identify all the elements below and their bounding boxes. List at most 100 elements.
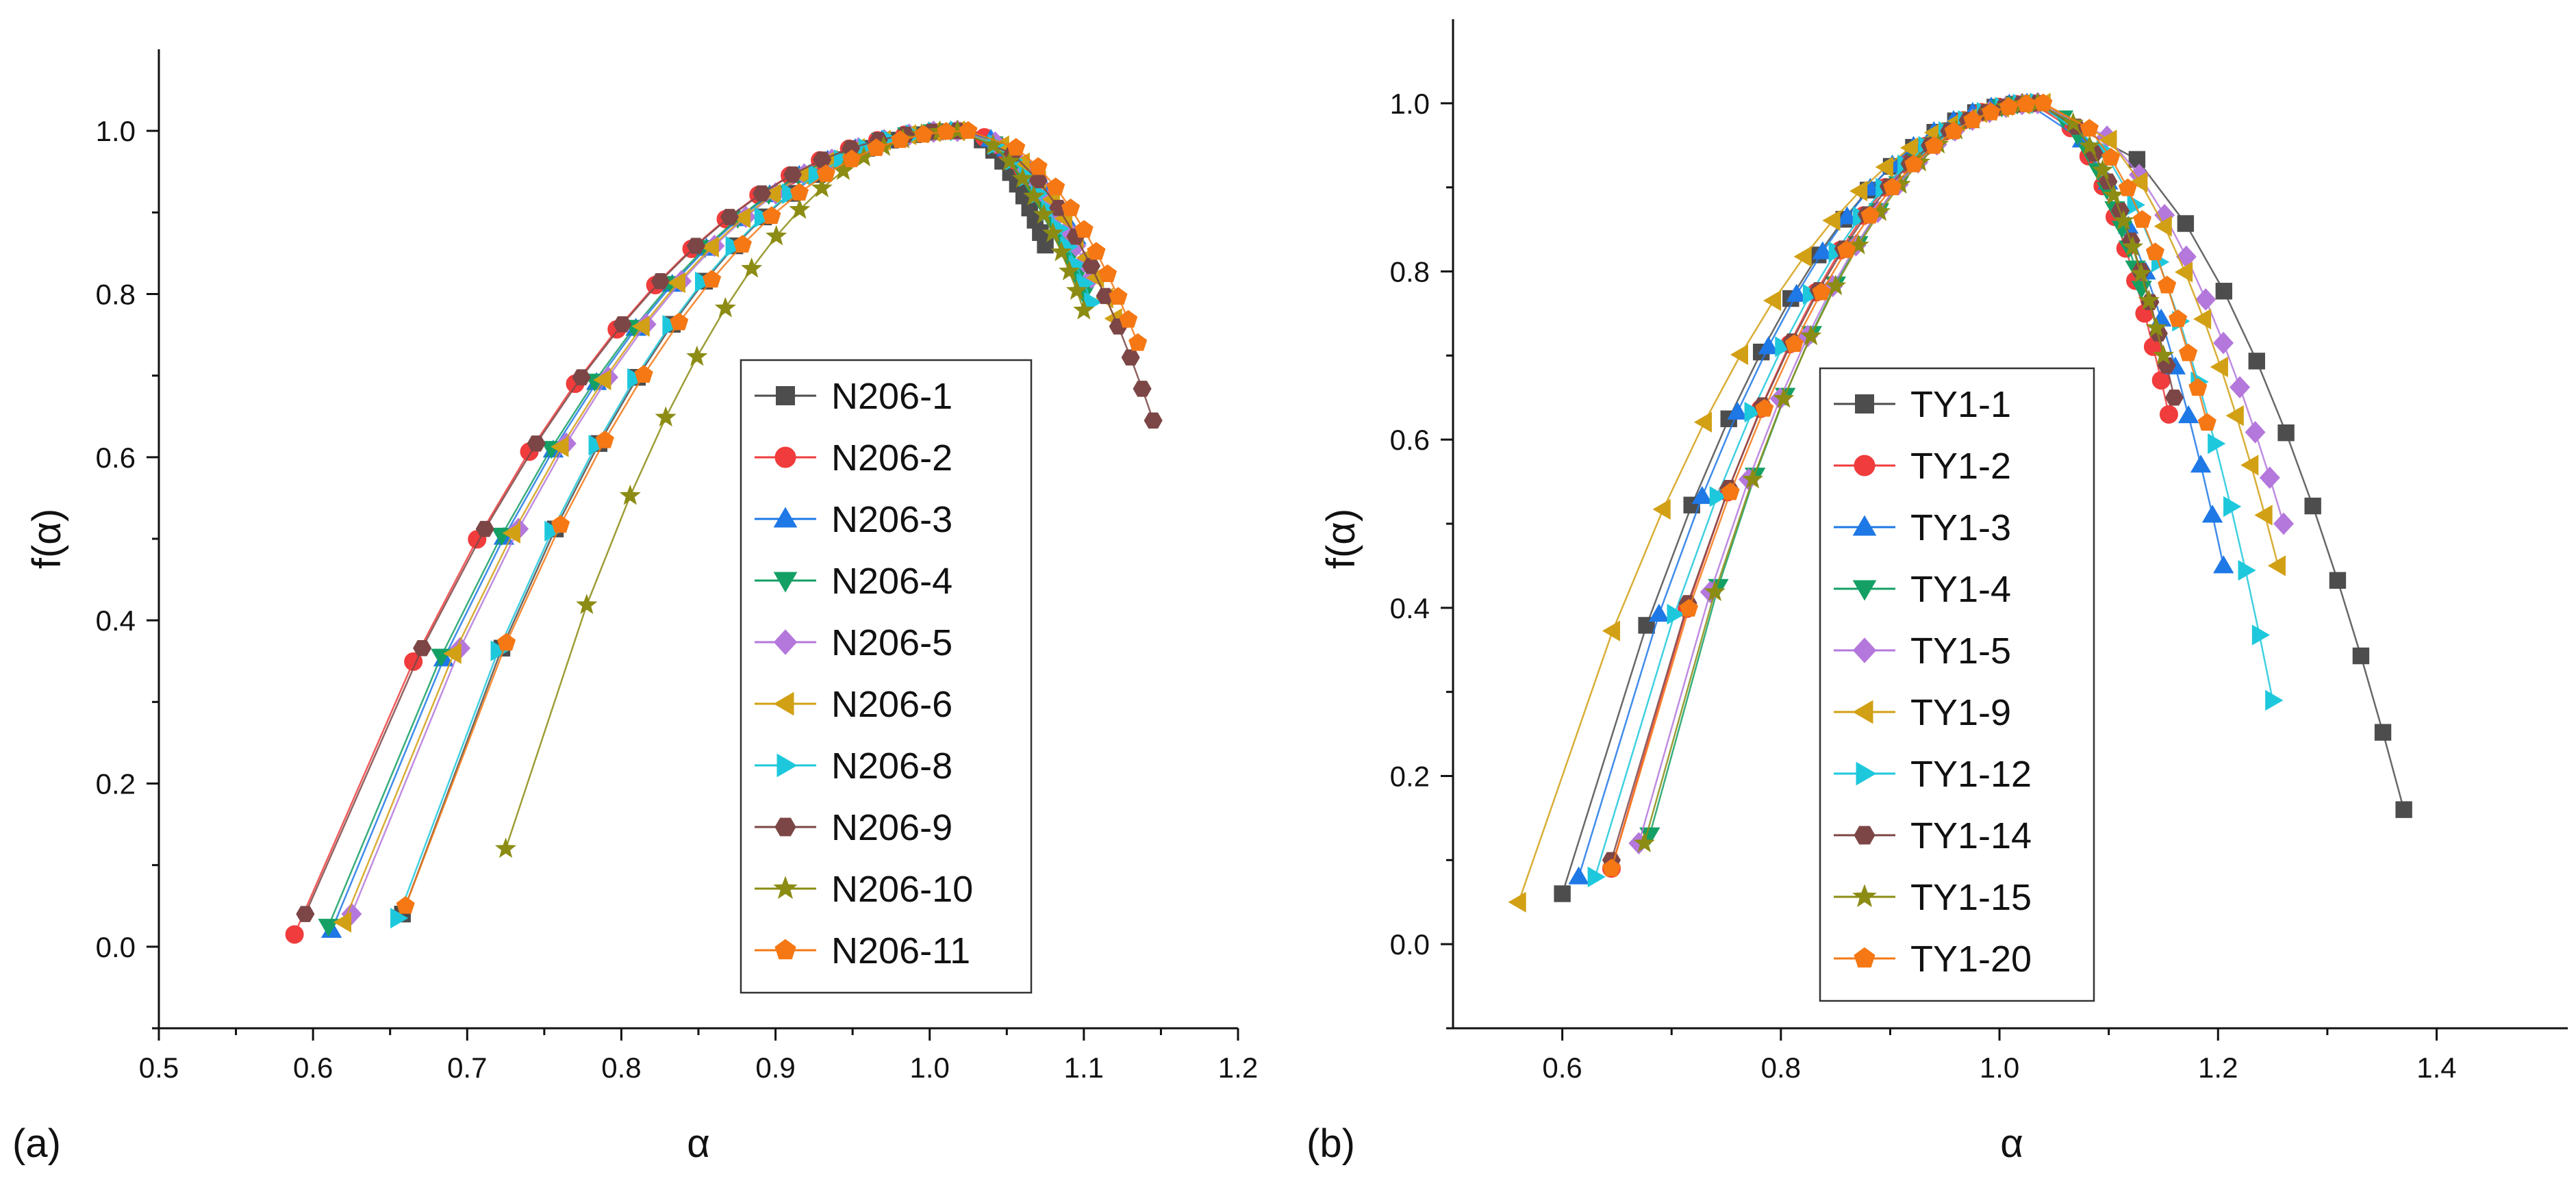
data-point-n206-10 [811, 177, 833, 198]
data-point-ty1-15 [1773, 387, 1795, 408]
data-point-ty1-3 [2190, 455, 2212, 473]
y-tick-label: 1.0 [1390, 88, 1430, 120]
data-point-ty1-9 [2254, 505, 2273, 526]
data-point-n206-11 [396, 895, 415, 914]
legend-marker-ty1-1 [1855, 394, 1874, 413]
legend-label: TY1-15 [1910, 877, 2032, 918]
x-tick-label: 0.5 [139, 1052, 179, 1084]
data-point-ty1-20 [1755, 398, 1774, 417]
data-point-ty1-2 [2159, 405, 2178, 424]
legend-item-ty1-5: TY1-5 [1834, 631, 2011, 672]
data-point-n206-10 [1050, 240, 1072, 262]
data-point-n206-1 [1037, 236, 1054, 254]
legend-item-ty1-20: TY1-20 [1834, 939, 2032, 980]
data-point-ty1-12 [2223, 496, 2242, 518]
legend-marker-n206-8 [776, 753, 798, 778]
data-point-n206-10 [655, 406, 677, 427]
x-tick-label: 1.2 [1218, 1052, 1258, 1084]
data-point-n206-6 [333, 911, 352, 933]
y-tick-label: 0.0 [96, 931, 136, 963]
legend-item-n206-11: N206-11 [755, 930, 970, 971]
data-point-ty1-12 [2208, 433, 2226, 455]
data-point-ty1-12 [1587, 866, 1606, 888]
data-point-ty1-20 [2158, 275, 2177, 294]
data-point-ty1-5 [2213, 331, 2234, 355]
panel-a: 0.5 0.6 0.7 0.8 0.9 1.0 1.1 1.2 0.0 0.2 0.4 0.6 0.8 1… [12, 49, 1258, 1166]
data-point-n206-9 [1121, 349, 1140, 366]
data-point-n206-10 [789, 198, 811, 219]
data-point-n206-11 [1128, 333, 1148, 351]
data-point-ty1-1 [2352, 647, 2370, 665]
data-point-ty1-20 [2145, 242, 2164, 261]
legend: N206-1 N206-2 N206-3 N206-4 N206-5 N206-6 N206… [740, 359, 1033, 994]
data-point-ty1-9 [2193, 308, 2212, 330]
data-point-n206-8 [390, 907, 409, 929]
data-point-ty1-15 [1800, 325, 1822, 346]
legend-label: TY1-14 [1910, 815, 2032, 856]
data-point-ty1-20 [2034, 93, 2053, 112]
legend-item-n206-8: N206-8 [755, 746, 952, 787]
x-tick-label: 1.2 [2198, 1052, 2238, 1084]
data-point-n206-10 [766, 225, 787, 246]
data-point-n206-10 [714, 296, 736, 318]
legend-marker-ty1-12 [1856, 761, 1877, 786]
data-point-n206-10 [619, 484, 641, 505]
legend: TY1-1 TY1-2 TY1-3 TY1-4 TY1-5 TY1-9 TY1-12 TY1-… [1819, 367, 2095, 1002]
data-point-n206-6 [667, 272, 685, 294]
legend-item-n206-4: N206-4 [755, 561, 952, 602]
legend-marker-ty1-14 [1854, 826, 1876, 845]
data-point-ty1-20 [1812, 282, 1831, 301]
legend-label: TY1-1 [1910, 384, 2011, 425]
legend-marker-n206-11 [774, 939, 796, 960]
data-point-ty1-9 [2267, 555, 2286, 576]
legend-item-ty1-12: TY1-12 [1834, 754, 2032, 795]
panel-label: (b) [1306, 1121, 1355, 1166]
legend-label: N206-11 [831, 930, 970, 971]
data-point-n206-10 [576, 594, 598, 615]
data-point-ty1-20 [2017, 94, 2036, 112]
data-point-ty1-20 [2188, 378, 2208, 396]
data-point-ty1-9 [1602, 620, 1620, 641]
data-point-n206-11 [1119, 309, 1138, 328]
data-point-ty1-12 [1709, 486, 1728, 507]
legend-label: N206-8 [831, 746, 952, 787]
data-point-ty1-3 [1758, 336, 1779, 355]
legend-item-ty1-1: TY1-1 [1834, 384, 2011, 425]
legend-item-n206-2: N206-2 [755, 437, 952, 479]
data-point-n206-9 [752, 185, 772, 202]
data-point-ty1-20 [1883, 177, 1902, 196]
data-point-ty1-15 [2138, 289, 2160, 310]
legend-label: N206-2 [831, 437, 952, 479]
data-point-n206-8 [782, 183, 800, 205]
data-point-ty1-20 [1679, 598, 1699, 617]
data-point-ty1-9 [1875, 156, 1893, 178]
data-point-n206-11 [959, 120, 978, 139]
legend-marker-ty1-5 [1852, 637, 1877, 663]
legend-item-ty1-3: TY1-3 [1834, 507, 2011, 548]
data-point-ty1-9 [1730, 344, 1749, 366]
data-point-n206-4 [318, 919, 339, 937]
data-point-ty1-9 [1693, 411, 1713, 433]
data-point-n206-10 [1023, 185, 1045, 206]
data-point-ty1-20 [1784, 334, 1804, 353]
legend-label: N206-4 [831, 561, 952, 602]
data-point-n206-6 [700, 236, 719, 257]
data-point-ty1-12 [1667, 604, 1685, 625]
data-point-ty1-9 [2130, 171, 2148, 193]
x-tick-label: 0.6 [293, 1052, 333, 1084]
legend-label: N206-5 [831, 622, 952, 663]
data-point-ty1-15 [1704, 581, 1726, 602]
legend-marker-n206-10 [773, 876, 798, 900]
y-tick-label: 0.4 [1390, 592, 1430, 624]
data-point-n206-11 [790, 183, 809, 201]
legend-item-n206-10: N206-10 [755, 869, 973, 910]
data-point-ty1-3 [1691, 485, 1713, 505]
legend-label: N206-10 [831, 869, 973, 910]
data-point-n206-9 [1049, 199, 1068, 216]
panel-b: 0.6 0.8 1.0 1.2 1.4 0.0 0.2 0.4 0.6 0.8 1.0 α f(α) (b… [1306, 19, 2568, 1166]
legend-label: TY1-9 [1910, 692, 2011, 733]
data-point-ty1-15 [1825, 275, 1847, 296]
data-point-ty1-9 [1822, 209, 1841, 231]
data-point-n206-11 [595, 430, 614, 448]
data-point-ty1-3 [2201, 505, 2223, 523]
